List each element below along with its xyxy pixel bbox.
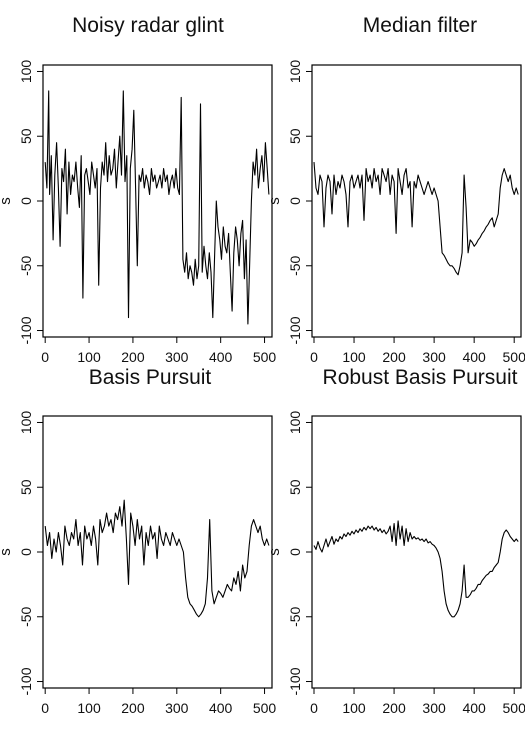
x-tick-label: 0 (41, 700, 49, 716)
x-tick-label: 0 (310, 349, 318, 365)
y-tick-label: -100 (18, 316, 34, 344)
y-tick-label: 50 (287, 479, 303, 495)
x-tick-label: 400 (209, 700, 233, 716)
x-tick-label: 500 (253, 700, 277, 716)
y-tick-label: 0 (18, 197, 34, 205)
y-tick-label: -50 (287, 606, 303, 626)
plot-frame (311, 64, 522, 338)
x-tick-label: 300 (422, 700, 446, 716)
y-tick-label: 50 (18, 479, 34, 495)
plot-frame (311, 415, 522, 689)
chart-title: Basis Pursuit (89, 366, 212, 389)
y-tick-label: 100 (287, 411, 303, 435)
x-tick-label: 300 (165, 700, 189, 716)
series-line (313, 520, 519, 618)
x-tick-label: 300 (165, 349, 189, 365)
y-tick-label: -50 (287, 255, 303, 275)
y-tick-label: 0 (287, 197, 303, 205)
y-tick-label: 100 (18, 411, 34, 435)
x-tick-label: 100 (77, 700, 101, 716)
chart-title: Noisy radar glint (72, 14, 224, 37)
series-line (44, 90, 270, 325)
x-tick-label: 500 (503, 349, 525, 365)
y-axis-label: s (0, 548, 14, 556)
y-tick-label: 0 (18, 548, 34, 556)
x-tick-label: 100 (342, 700, 366, 716)
x-tick-label: 400 (209, 349, 233, 365)
plot-frame (42, 64, 273, 338)
x-tick-label: 200 (382, 700, 406, 716)
x-tick-label: 100 (77, 349, 101, 365)
y-tick-label: -100 (287, 667, 303, 695)
series-line (44, 499, 270, 618)
y-tick-label: -100 (18, 667, 34, 695)
y-tick-label: 50 (287, 128, 303, 144)
x-tick-label: 500 (503, 700, 525, 716)
y-axis-label: s (0, 197, 14, 205)
x-tick-label: 200 (121, 349, 145, 365)
y-axis-label: s (266, 548, 283, 556)
series-line (313, 162, 519, 276)
y-tick-label: 0 (287, 548, 303, 556)
chart-title: Robust Basis Pursuit (323, 366, 518, 389)
y-tick-label: -50 (18, 606, 34, 626)
x-tick-label: 400 (462, 700, 486, 716)
y-tick-label: 50 (18, 128, 34, 144)
y-axis-label: s (266, 197, 283, 205)
y-tick-label: -100 (287, 316, 303, 344)
y-tick-label: 100 (287, 60, 303, 84)
x-tick-label: 100 (342, 349, 366, 365)
chart-title: Median filter (363, 14, 477, 37)
x-tick-label: 200 (382, 349, 406, 365)
x-tick-label: 0 (41, 349, 49, 365)
y-tick-label: -50 (18, 255, 34, 275)
x-tick-label: 400 (462, 349, 486, 365)
x-tick-label: 500 (253, 349, 277, 365)
x-tick-label: 300 (422, 349, 446, 365)
x-tick-label: 200 (121, 700, 145, 716)
y-tick-label: 100 (18, 60, 34, 84)
x-tick-label: 0 (310, 700, 318, 716)
